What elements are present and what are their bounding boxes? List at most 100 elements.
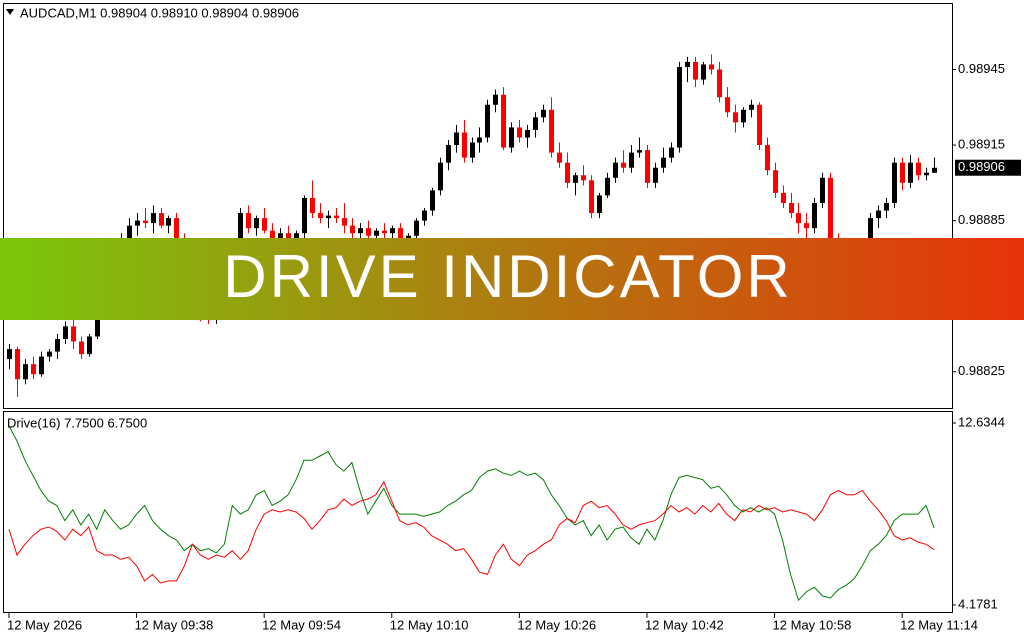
candle-body	[884, 202, 889, 211]
candle-body	[733, 112, 738, 123]
candle-body	[485, 104, 490, 138]
candle-body	[589, 180, 594, 214]
candle-body	[143, 220, 148, 224]
candle-body	[438, 162, 443, 191]
candle-body	[573, 175, 578, 183]
candle-body	[7, 349, 12, 360]
candle-body	[557, 152, 562, 163]
candle-body	[366, 228, 371, 236]
indicator-panel	[3, 411, 953, 613]
candle-body	[565, 162, 570, 183]
candle-body	[597, 195, 602, 214]
candle-body	[398, 228, 403, 239]
y-tick-label: 12.6344	[958, 414, 1005, 429]
candle-body	[621, 162, 626, 168]
candle-body	[677, 66, 682, 148]
candle-body	[541, 109, 546, 118]
candle-body	[669, 147, 674, 158]
candle-body	[868, 218, 873, 244]
symbol-title: AUDCAD,M1 0.98904 0.98910 0.98904 0.9890…	[20, 5, 299, 20]
candle-body	[661, 157, 666, 168]
x-tick-label: 12 May 10:10	[390, 617, 469, 632]
candle-body	[533, 117, 538, 130]
candle-body	[47, 351, 52, 357]
x-tick-label: 12 May 09:54	[262, 617, 341, 632]
candle-body	[701, 64, 706, 80]
candle-body	[23, 364, 28, 380]
y-tick-label: 0.98825	[958, 363, 1005, 378]
candle-body	[127, 225, 132, 239]
current-price-box	[955, 159, 1021, 176]
indicator-line	[8, 480, 935, 584]
candle-body	[757, 104, 762, 146]
price-panel	[3, 3, 953, 409]
candle-body	[653, 167, 658, 183]
candle-body	[174, 218, 179, 239]
candle-body	[15, 349, 20, 380]
candle-body	[454, 132, 459, 146]
candle-body	[876, 210, 881, 219]
candle-body	[900, 162, 905, 183]
candle-body	[828, 177, 833, 239]
candle-body	[79, 341, 84, 355]
candle-body	[812, 202, 817, 229]
candle-body	[87, 336, 92, 355]
candle-body	[908, 162, 913, 183]
x-tick-label: 12 May 09:38	[135, 617, 214, 632]
candle-body	[804, 223, 809, 229]
indicator-line	[8, 425, 935, 602]
candle-body	[462, 132, 467, 158]
y-tick-label: 4.1781	[958, 596, 998, 611]
candle-body	[430, 190, 435, 211]
candle-body	[629, 152, 634, 168]
candle-body	[493, 94, 498, 105]
candle-body	[159, 213, 164, 226]
candle-body	[318, 213, 323, 219]
candle-body	[406, 235, 411, 239]
candle-body	[470, 142, 475, 158]
candle-body	[717, 69, 722, 98]
candle-body	[517, 127, 522, 138]
x-tick-label: 12 May 10:42	[645, 617, 724, 632]
candle-body	[605, 177, 610, 196]
banner-bar	[0, 238, 1024, 320]
candle-body	[549, 109, 554, 153]
candle-body	[63, 326, 68, 339]
x-tick-label: 12 May 11:14	[900, 617, 978, 632]
x-tick-label: 12 May 10:26	[517, 617, 596, 632]
candle-body	[334, 215, 339, 219]
candle-body	[382, 230, 387, 234]
candle-body	[326, 215, 331, 219]
candle-body	[709, 64, 714, 70]
candle-body	[55, 338, 60, 352]
candle-body	[350, 225, 355, 234]
candle-body	[270, 230, 275, 239]
candle-body	[71, 326, 76, 342]
candle-body	[773, 170, 778, 193]
candle-body	[789, 202, 794, 214]
x-tick-label: 12 May 2026	[7, 617, 82, 632]
candle-body	[151, 213, 156, 224]
candle-body	[390, 228, 395, 234]
candle-body	[310, 197, 315, 214]
candle-body	[477, 137, 482, 143]
banner-text: DRIVE INDICATOR	[223, 243, 793, 310]
candle-body	[749, 104, 754, 110]
candle-body	[286, 233, 291, 241]
candle-body	[374, 230, 379, 236]
y-tick-label: 0.98885	[958, 212, 1005, 227]
current-price-label: 0.98906	[958, 159, 1005, 174]
candle-body	[294, 233, 299, 241]
candle-body	[501, 94, 506, 148]
candle-body	[358, 228, 363, 234]
candle-body	[637, 150, 642, 153]
candle-body	[781, 192, 786, 203]
candle-body	[254, 218, 259, 229]
candle-body	[932, 167, 937, 173]
candle-body	[685, 61, 690, 67]
candle-body	[39, 356, 44, 375]
candle-body	[302, 197, 307, 234]
menu-arrow[interactable]	[6, 9, 14, 15]
